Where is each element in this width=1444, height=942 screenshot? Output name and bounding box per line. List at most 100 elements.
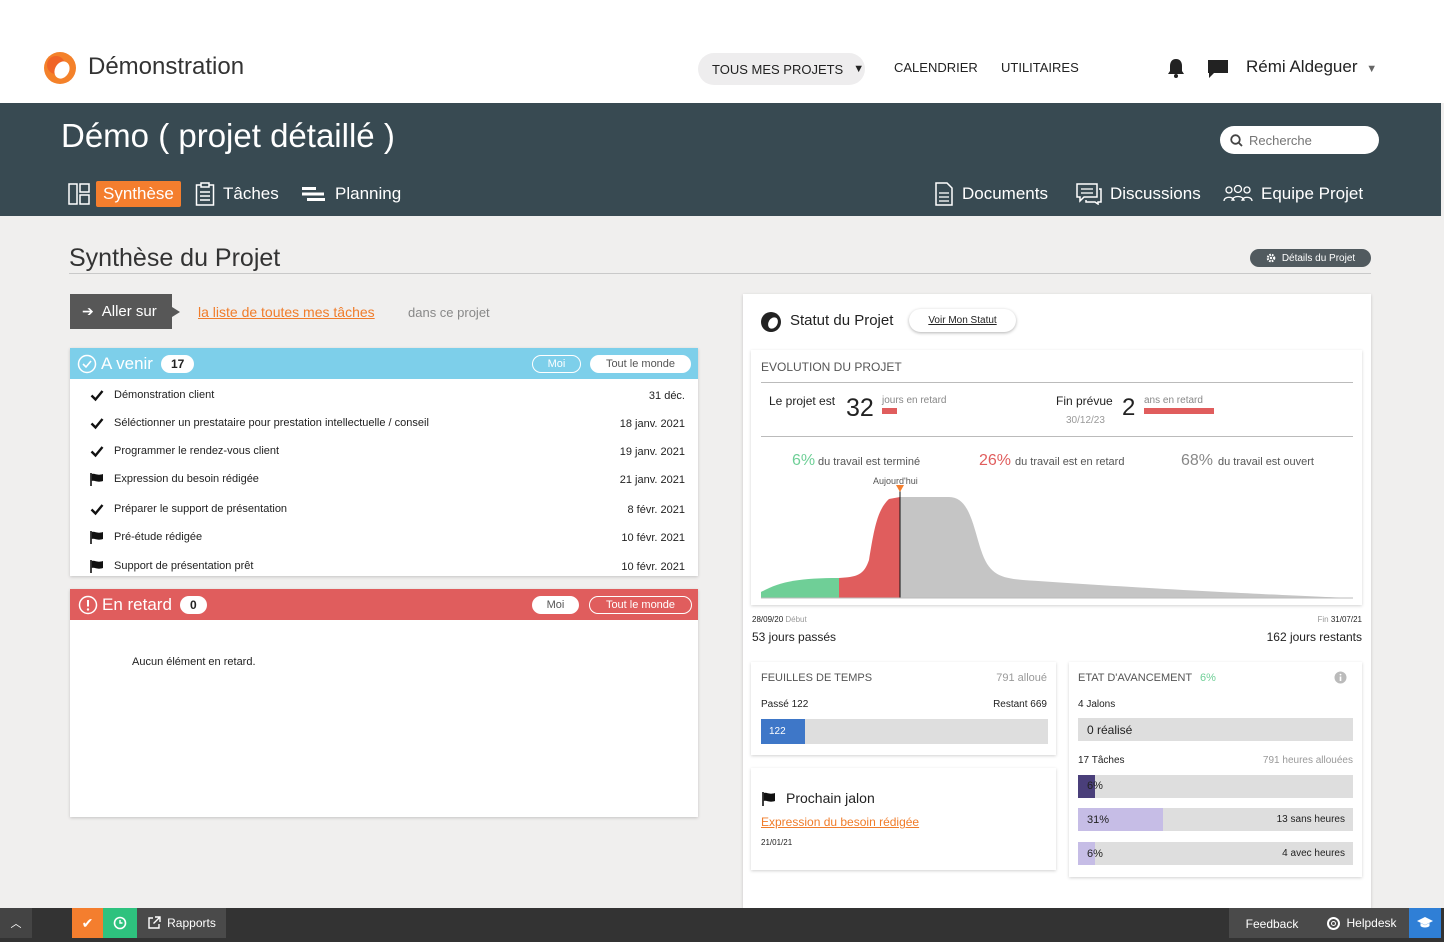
team-icon (1223, 185, 1253, 202)
tasks-bar-3-fill (1078, 842, 1095, 865)
app-title[interactable]: Démonstration (88, 53, 245, 80)
feedback-button[interactable]: Feedback (1229, 908, 1315, 938)
calendar-link[interactable]: CALENDRIER (894, 60, 978, 75)
utilities-link[interactable]: UTILITAIRES (1001, 60, 1079, 75)
timer-shortcut-button[interactable] (103, 908, 137, 938)
milestone-link[interactable]: Expression du besoin rédigée (761, 815, 920, 829)
days-past: 53 jours passés (752, 630, 837, 644)
all-tasks-link[interactable]: la liste de toutes mes tâches (198, 304, 375, 320)
late-days-bar (882, 408, 897, 414)
project-details-button[interactable]: Détails du Projet (1250, 249, 1371, 267)
task-name: Support de présentation prêt (114, 560, 254, 572)
task-date: 18 janv. 2021 (619, 418, 685, 430)
task-name: Démonstration client (114, 389, 215, 401)
check-icon[interactable] (90, 388, 104, 402)
caret-down-icon: ▼ (1366, 63, 1378, 75)
task-date: 21 janv. 2021 (619, 474, 685, 486)
tasks-label: 17 Tâches (1078, 755, 1125, 766)
timesheets-bar-value: 122 (769, 726, 786, 737)
filter-all-button[interactable]: Tout le monde (589, 596, 692, 614)
task-row[interactable]: Démonstration client 31 déc. (70, 382, 698, 410)
info-icon[interactable] (1334, 671, 1347, 684)
goto-label: Aller sur (101, 303, 157, 320)
tasks-bar-3-pct: 6% (1087, 848, 1103, 860)
filter-me-button[interactable]: Moi (532, 355, 581, 373)
search-box[interactable] (1220, 126, 1379, 154)
graduation-cap-icon (1417, 917, 1433, 928)
task-row[interactable]: Expression du besoin rédigée 21 janv. 202… (70, 466, 698, 494)
search-input[interactable] (1249, 132, 1369, 148)
today-marker-icon (896, 485, 904, 492)
progress-title-row: ETAT D'AVANCEMENT 6% (1078, 672, 1216, 684)
timesheets-remaining: Restant 669 (993, 699, 1047, 710)
done-text: du travail est terminé (818, 456, 921, 468)
upcoming-count: 17 (160, 354, 195, 373)
tasks-shortcut-button[interactable]: ✔ (72, 908, 103, 938)
external-link-icon (148, 916, 161, 929)
tasks-bar-1: 6% (1078, 775, 1353, 798)
tab-synthese[interactable]: Synthèse (68, 181, 181, 207)
task-date: 10 févr. 2021 (621, 561, 685, 573)
milestone-title: Prochain jalon (786, 790, 875, 806)
check-icon[interactable] (90, 416, 104, 430)
tab-planning-label: Planning (335, 184, 402, 203)
discussion-icon (1076, 183, 1102, 205)
helpdesk-button[interactable]: Helpdesk (1315, 908, 1409, 938)
task-name: Pré-étude rédigée (114, 531, 203, 543)
app-logo-icon[interactable] (43, 51, 77, 85)
tab-synthese-label: Synthèse (96, 181, 181, 207)
filter-me-button[interactable]: Moi (532, 596, 579, 614)
section-title: Synthèse du Projet (69, 244, 281, 272)
progress-title: ETAT D'AVANCEMENT (1078, 672, 1192, 684)
filter-all-button[interactable]: Tout le monde (590, 355, 691, 373)
tab-equipe[interactable]: Equipe Projet (1223, 181, 1363, 207)
tab-taches[interactable]: Tâches (195, 181, 279, 207)
task-row[interactable]: Support de présentation prêt 10 févr. 202… (70, 553, 698, 576)
academy-button[interactable] (1409, 908, 1441, 938)
task-row[interactable]: Préparer le support de présentation 8 fév… (70, 496, 698, 524)
clock-icon (113, 916, 127, 930)
status-logo-icon (761, 312, 781, 332)
status-title: Statut du Projet (790, 312, 894, 329)
open-area (900, 497, 1353, 598)
collapse-button[interactable]: ︿ (0, 908, 32, 938)
goto-button[interactable]: ➔ Aller sur (70, 294, 180, 329)
tab-documents[interactable]: Documents (934, 181, 1048, 207)
divider (761, 436, 1353, 437)
end-years-value: 2 (1122, 394, 1136, 421)
tab-planning[interactable]: Planning (301, 181, 401, 207)
tasks-bar-2-pct: 31% (1087, 814, 1110, 826)
section-divider (69, 273, 1371, 274)
open-pct: 68% (1181, 452, 1214, 469)
bell-icon[interactable] (1167, 58, 1185, 78)
progress-card: ETAT D'AVANCEMENT 6% 4 Jalons 0 réalisé … (1069, 662, 1362, 877)
tasks-bar-2: 31% 13 sans heures (1078, 808, 1353, 831)
end-date-row: Fin 31/07/21 (1318, 615, 1363, 624)
check-icon[interactable] (90, 444, 104, 458)
milestones-bar: 0 réalisé (1078, 718, 1353, 741)
check-icon[interactable] (90, 502, 104, 516)
user-menu[interactable]: Rémi Aldeguer ▼ (1246, 57, 1377, 77)
projects-dropdown[interactable]: TOUS MES PROJETS ▼ (698, 53, 865, 85)
timesheets-card: FEUILLES DE TEMPS 791 alloué Passé 122 R… (751, 662, 1056, 755)
caret-down-icon: ▼ (853, 63, 865, 75)
task-row[interactable]: Programmer le rendez-vous client 19 janv.… (70, 438, 698, 466)
task-row[interactable]: Séléctionner un prestataire pour prestat… (70, 410, 698, 438)
tab-discussions[interactable]: Discussions (1076, 181, 1201, 207)
task-name: Préparer le support de présentation (114, 503, 288, 515)
project-title: Démo ( projet détaillé ) (61, 117, 395, 154)
timesheets-bar: 122 (761, 719, 1048, 744)
top-header (0, 0, 1444, 103)
flag-icon (90, 473, 103, 486)
tasks-bar-3-label: 4 avec heures (1282, 848, 1345, 859)
chat-icon[interactable] (1207, 59, 1229, 79)
upcoming-card: A venir 17 Moi Tout le monde Démonstrati… (70, 348, 698, 576)
days-left: 162 jours restants (1266, 630, 1362, 644)
timesheets-past: Passé 122 (761, 699, 809, 710)
end-prefix: Fin prévue (1056, 394, 1113, 408)
view-my-status-button[interactable]: Voir Mon Statut (909, 309, 1016, 332)
alert-circle-icon (78, 595, 98, 614)
reports-button[interactable]: Rapports (137, 908, 226, 938)
task-row[interactable]: Pré-étude rédigée 10 févr. 2021 (70, 524, 698, 552)
check-circle-icon (77, 354, 97, 373)
